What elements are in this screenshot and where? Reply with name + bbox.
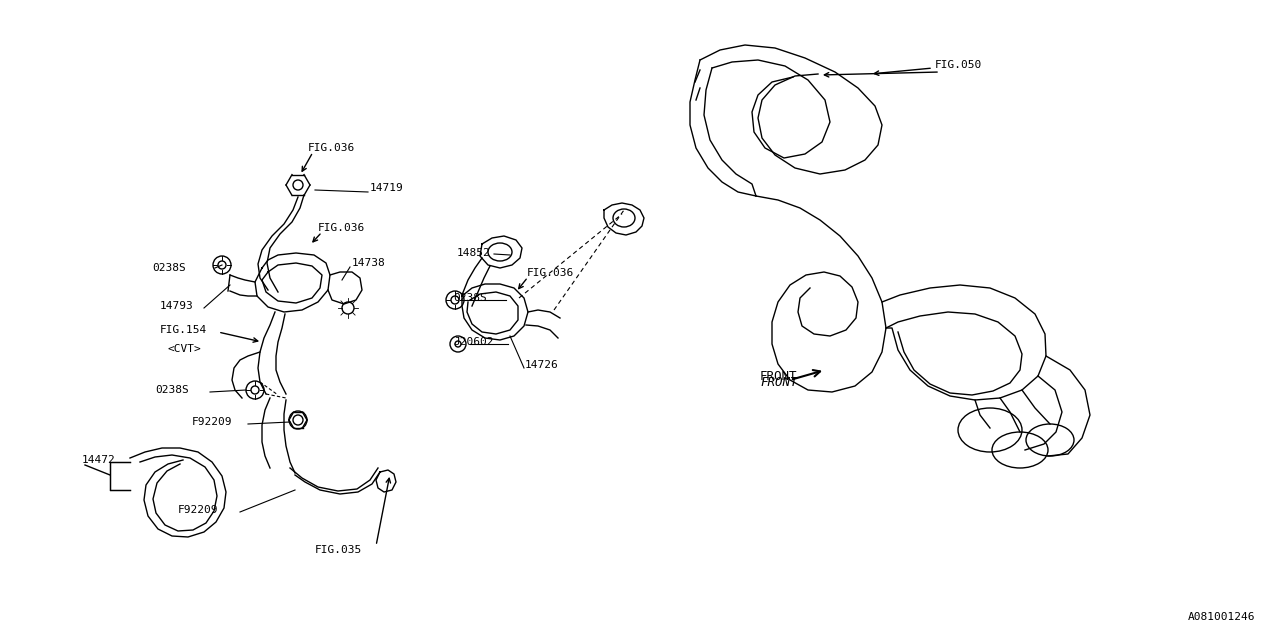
Text: 14738: 14738: [352, 258, 385, 268]
Text: 14472: 14472: [82, 455, 115, 465]
Text: FRONT: FRONT: [760, 369, 797, 383]
Text: 14852: 14852: [457, 248, 490, 258]
Text: A081001246: A081001246: [1188, 612, 1254, 622]
Text: FIG.035: FIG.035: [315, 545, 362, 555]
Text: 14793: 14793: [160, 301, 193, 311]
Text: FIG.154: FIG.154: [160, 325, 207, 335]
Text: 0238S: 0238S: [155, 385, 188, 395]
Text: 14719: 14719: [370, 183, 403, 193]
Text: FIG.036: FIG.036: [308, 143, 356, 153]
Text: 0238S: 0238S: [453, 293, 486, 303]
Text: FRONT: FRONT: [760, 376, 797, 388]
Text: F92209: F92209: [192, 417, 233, 427]
Text: FIG.036: FIG.036: [527, 268, 575, 278]
Text: J20602: J20602: [453, 337, 494, 347]
Text: F92209: F92209: [178, 505, 219, 515]
Text: <CVT>: <CVT>: [168, 344, 202, 354]
Text: 14726: 14726: [525, 360, 559, 370]
Text: FIG.036: FIG.036: [317, 223, 365, 233]
Text: 0238S: 0238S: [152, 263, 186, 273]
Text: FIG.050: FIG.050: [934, 60, 982, 70]
